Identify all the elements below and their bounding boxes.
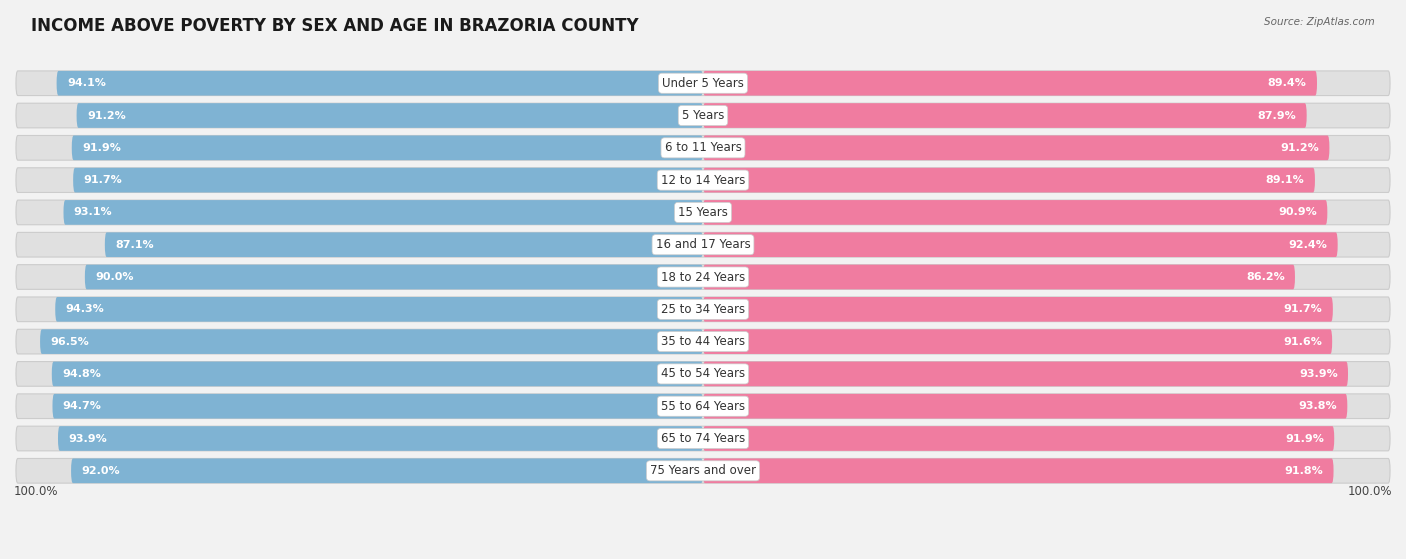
FancyBboxPatch shape [703, 329, 1331, 354]
FancyBboxPatch shape [703, 458, 1333, 483]
Text: 90.0%: 90.0% [96, 272, 134, 282]
Text: 91.7%: 91.7% [1284, 304, 1323, 314]
FancyBboxPatch shape [63, 200, 703, 225]
FancyBboxPatch shape [76, 103, 703, 128]
FancyBboxPatch shape [58, 426, 703, 451]
Text: 94.3%: 94.3% [66, 304, 104, 314]
FancyBboxPatch shape [703, 135, 1330, 160]
Text: 86.2%: 86.2% [1246, 272, 1285, 282]
Text: 91.6%: 91.6% [1282, 337, 1322, 347]
FancyBboxPatch shape [703, 362, 1348, 386]
Text: 93.9%: 93.9% [1299, 369, 1337, 379]
Text: 35 to 44 Years: 35 to 44 Years [661, 335, 745, 348]
FancyBboxPatch shape [15, 103, 1391, 128]
Text: 94.7%: 94.7% [63, 401, 101, 411]
FancyBboxPatch shape [703, 426, 1334, 451]
FancyBboxPatch shape [72, 135, 703, 160]
Text: 100.0%: 100.0% [14, 485, 59, 498]
Text: 92.0%: 92.0% [82, 466, 120, 476]
FancyBboxPatch shape [15, 71, 1391, 96]
Text: 55 to 64 Years: 55 to 64 Years [661, 400, 745, 413]
Text: 89.4%: 89.4% [1268, 78, 1306, 88]
Text: 93.9%: 93.9% [69, 433, 107, 443]
FancyBboxPatch shape [84, 264, 703, 290]
FancyBboxPatch shape [72, 458, 703, 483]
Text: 93.1%: 93.1% [75, 207, 112, 217]
FancyBboxPatch shape [15, 362, 1391, 386]
FancyBboxPatch shape [39, 329, 703, 354]
FancyBboxPatch shape [703, 264, 1295, 290]
FancyBboxPatch shape [15, 329, 1391, 354]
FancyBboxPatch shape [703, 200, 1327, 225]
Text: 16 and 17 Years: 16 and 17 Years [655, 238, 751, 251]
Text: 5 Years: 5 Years [682, 109, 724, 122]
FancyBboxPatch shape [15, 458, 1391, 483]
Text: Under 5 Years: Under 5 Years [662, 77, 744, 90]
FancyBboxPatch shape [703, 394, 1347, 419]
FancyBboxPatch shape [15, 297, 1391, 321]
Text: 94.1%: 94.1% [67, 78, 105, 88]
FancyBboxPatch shape [105, 233, 703, 257]
Text: 90.9%: 90.9% [1278, 207, 1317, 217]
FancyBboxPatch shape [15, 394, 1391, 419]
Text: 12 to 14 Years: 12 to 14 Years [661, 174, 745, 187]
Text: 91.8%: 91.8% [1285, 466, 1323, 476]
Text: 91.2%: 91.2% [1281, 143, 1319, 153]
Text: 75 Years and over: 75 Years and over [650, 465, 756, 477]
FancyBboxPatch shape [15, 426, 1391, 451]
Text: 45 to 54 Years: 45 to 54 Years [661, 367, 745, 381]
Text: Source: ZipAtlas.com: Source: ZipAtlas.com [1264, 17, 1375, 27]
Text: 65 to 74 Years: 65 to 74 Years [661, 432, 745, 445]
Text: 91.7%: 91.7% [83, 175, 122, 185]
FancyBboxPatch shape [15, 264, 1391, 290]
Text: 6 to 11 Years: 6 to 11 Years [665, 141, 741, 154]
FancyBboxPatch shape [56, 71, 703, 96]
FancyBboxPatch shape [703, 233, 1337, 257]
FancyBboxPatch shape [15, 135, 1391, 160]
FancyBboxPatch shape [703, 71, 1317, 96]
Text: 93.8%: 93.8% [1298, 401, 1337, 411]
Text: 89.1%: 89.1% [1265, 175, 1305, 185]
FancyBboxPatch shape [15, 200, 1391, 225]
Text: INCOME ABOVE POVERTY BY SEX AND AGE IN BRAZORIA COUNTY: INCOME ABOVE POVERTY BY SEX AND AGE IN B… [31, 17, 638, 35]
Text: 94.8%: 94.8% [62, 369, 101, 379]
FancyBboxPatch shape [703, 168, 1315, 192]
FancyBboxPatch shape [73, 168, 703, 192]
Text: 92.4%: 92.4% [1288, 240, 1327, 250]
FancyBboxPatch shape [52, 394, 703, 419]
FancyBboxPatch shape [15, 168, 1391, 192]
FancyBboxPatch shape [703, 297, 1333, 321]
Text: 91.9%: 91.9% [1285, 433, 1324, 443]
Text: 87.1%: 87.1% [115, 240, 153, 250]
Text: 18 to 24 Years: 18 to 24 Years [661, 271, 745, 283]
Text: 91.2%: 91.2% [87, 111, 125, 121]
Text: 25 to 34 Years: 25 to 34 Years [661, 303, 745, 316]
FancyBboxPatch shape [15, 233, 1391, 257]
Text: 87.9%: 87.9% [1257, 111, 1296, 121]
FancyBboxPatch shape [52, 362, 703, 386]
Text: 91.9%: 91.9% [82, 143, 121, 153]
Text: 96.5%: 96.5% [51, 337, 89, 347]
Text: 15 Years: 15 Years [678, 206, 728, 219]
FancyBboxPatch shape [703, 103, 1306, 128]
FancyBboxPatch shape [55, 297, 703, 321]
Text: 100.0%: 100.0% [1347, 485, 1392, 498]
